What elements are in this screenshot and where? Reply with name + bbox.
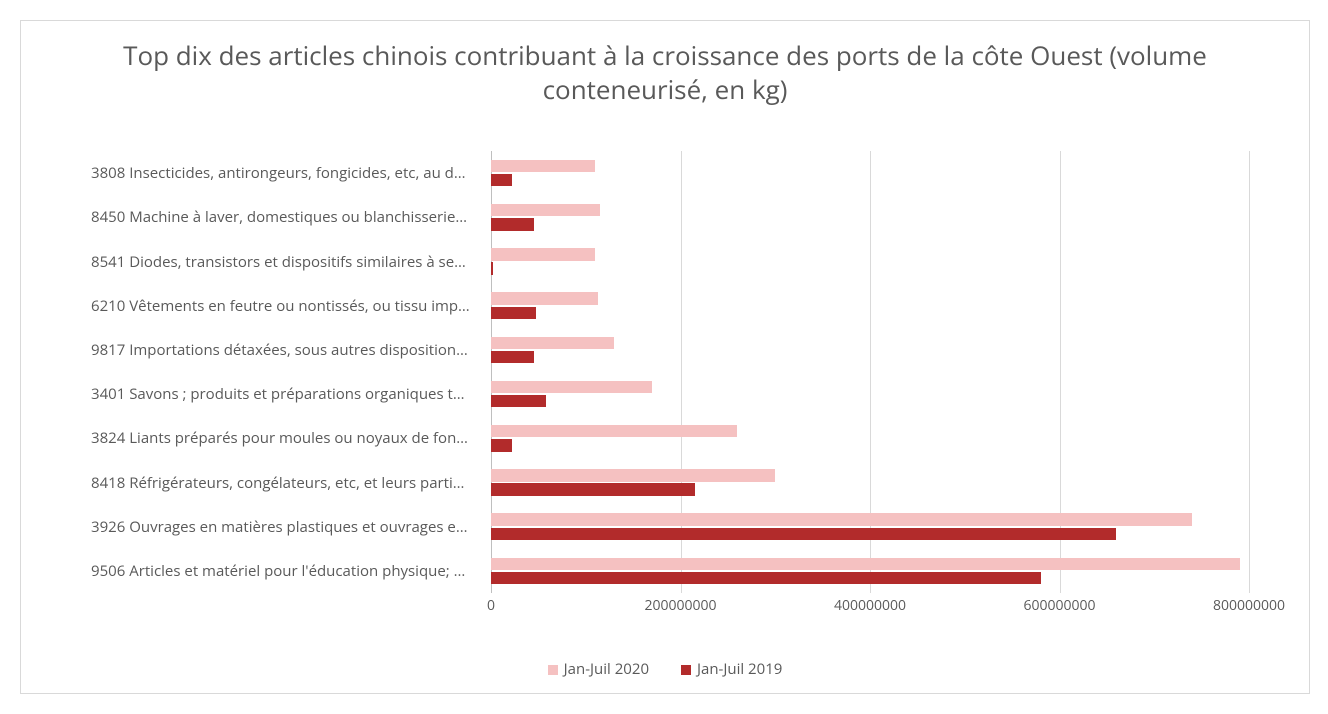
y-tick-label: 8541 Diodes, transistors et dispositifs … xyxy=(91,252,471,272)
bar xyxy=(491,292,598,304)
x-tick-label: 800000000 xyxy=(1213,596,1285,615)
y-tick-label: 3808 Insecticides, antirongeurs, fongici… xyxy=(91,163,471,183)
bar xyxy=(491,351,534,363)
x-tick-label: 0 xyxy=(487,596,495,615)
x-tick-label: 600000000 xyxy=(1023,596,1095,615)
chart-container: Top dix des articles chinois contribuant… xyxy=(20,20,1310,694)
y-tick-label: 8418 Réfrigérateurs, congélateurs, etc, … xyxy=(91,473,471,493)
bar xyxy=(491,395,546,407)
legend-swatch-2019 xyxy=(681,665,691,675)
legend: Jan-Juil 2020 Jan-Juil 2019 xyxy=(21,659,1309,679)
y-tick-label: 9817 Importations détaxées, sous autres … xyxy=(91,340,471,360)
bar xyxy=(491,381,652,393)
bar xyxy=(491,483,695,495)
y-tick-label: 9506 Articles et matériel pour l'éducati… xyxy=(91,561,471,581)
bar xyxy=(491,218,534,230)
legend-item-2019: Jan-Juil 2019 xyxy=(681,659,782,679)
chart-title: Top dix des articles chinois contribuant… xyxy=(21,21,1309,107)
legend-label-2020: Jan-Juil 2020 xyxy=(564,659,649,679)
x-tick-label: 200000000 xyxy=(644,596,716,615)
bar xyxy=(491,337,614,349)
bar xyxy=(491,160,595,172)
y-tick-label: 3401 Savons ; produits et préparations o… xyxy=(91,384,471,404)
bar xyxy=(491,425,737,437)
bar xyxy=(491,248,595,260)
bar xyxy=(491,513,1192,525)
bar xyxy=(491,572,1041,584)
legend-swatch-2020 xyxy=(548,665,558,675)
y-tick-label: 3926 Ouvrages en matières plastiques et … xyxy=(91,517,471,537)
bar xyxy=(491,204,600,216)
bar xyxy=(491,439,512,451)
bar xyxy=(491,307,536,319)
y-tick-label: 8450 Machine à laver, domestiques ou bla… xyxy=(91,207,471,227)
bar xyxy=(491,469,775,481)
y-axis-labels: 3808 Insecticides, antirongeurs, fongici… xyxy=(21,151,481,593)
x-tick-label: 400000000 xyxy=(834,596,906,615)
bar xyxy=(491,174,512,186)
y-tick-label: 3824 Liants préparés pour moules ou noya… xyxy=(91,428,471,448)
legend-label-2019: Jan-Juil 2019 xyxy=(697,659,782,679)
gridline xyxy=(1249,151,1250,593)
y-tick-label: 6210 Vêtements en feutre ou nontissés, o… xyxy=(91,296,471,316)
legend-item-2020: Jan-Juil 2020 xyxy=(548,659,649,679)
bar xyxy=(491,528,1116,540)
plot-area: 0200000000400000000600000000800000000 xyxy=(491,151,1249,593)
bar xyxy=(491,262,493,274)
bar xyxy=(491,558,1240,570)
